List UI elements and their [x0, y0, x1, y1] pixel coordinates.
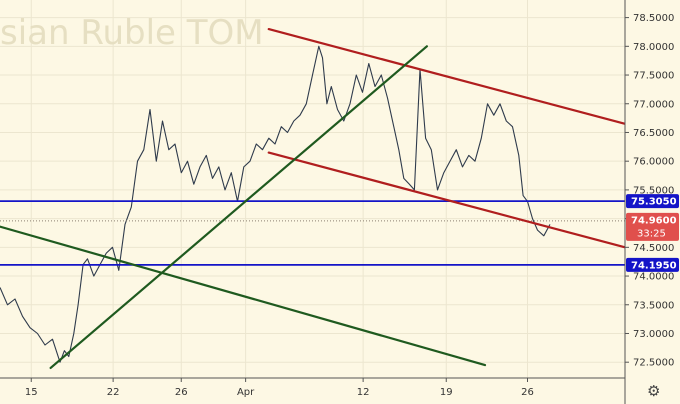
- x-tick-label: 22: [107, 387, 120, 398]
- x-tick-label: 26: [175, 387, 188, 398]
- x-tick-label: 26: [521, 387, 534, 398]
- settings-gear-icon[interactable]: ⚙: [647, 382, 660, 400]
- y-tick-label: 74.5000: [633, 243, 674, 254]
- price-label-text: 75.3050: [631, 197, 677, 208]
- price-label-badge: [626, 194, 679, 209]
- y-tick-label: 73.0000: [633, 329, 674, 340]
- x-tick-label: 15: [25, 387, 38, 398]
- price-labels: 75.3050 74.9600 33:25 74.1950: [626, 194, 679, 272]
- price-label-text: 74.1950: [631, 260, 677, 271]
- chart-title-watermark: sian Ruble TOM: [0, 13, 264, 53]
- time-axis-panel: [0, 378, 625, 404]
- trendline: [49, 45, 428, 370]
- countdown-text: 33:25: [637, 228, 666, 239]
- x-tick-label: 12: [357, 387, 370, 398]
- y-tick-label: 75.5000: [633, 185, 674, 196]
- price-line: [0, 45, 551, 363]
- y-tick-label: 78.5000: [633, 13, 674, 24]
- y-tick-label: 77.5000: [633, 71, 674, 82]
- y-tick-label: 78.0000: [633, 42, 674, 53]
- x-tick-label: Apr: [237, 387, 255, 398]
- y-tick-label: 73.5000: [633, 300, 674, 311]
- y-tick-label: 77.0000: [633, 99, 674, 110]
- trendline: [0, 225, 487, 367]
- trendlines[interactable]: [0, 27, 627, 370]
- y-tick-label: 76.0000: [633, 157, 674, 168]
- horizontal-levels[interactable]: [0, 200, 625, 266]
- x-tick-label: 19: [440, 387, 453, 398]
- y-tick-label: 74.0000: [633, 272, 674, 283]
- price-label-text: 74.9600: [631, 215, 677, 226]
- price-series: [0, 45, 625, 363]
- price-label-badge: [626, 212, 679, 241]
- y-tick-label: 72.5000: [633, 358, 674, 369]
- y-tick-label: 76.5000: [633, 128, 674, 139]
- grid-layer: [0, 0, 625, 378]
- trendline: [267, 151, 627, 249]
- trendline: [267, 27, 627, 125]
- price-label-badge: [626, 257, 679, 272]
